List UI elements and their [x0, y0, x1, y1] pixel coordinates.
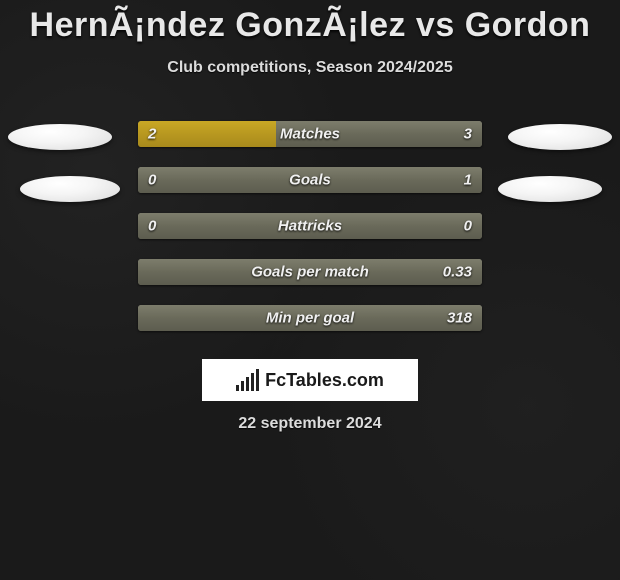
- stat-value-left: 0: [148, 172, 156, 189]
- fctables-logo[interactable]: FcTables.com: [202, 359, 418, 401]
- stat-row: Min per goal 318: [0, 295, 620, 341]
- stat-label: Matches: [280, 126, 340, 143]
- stat-label: Goals per match: [251, 264, 369, 281]
- logo-text: FcTables.com: [265, 370, 384, 391]
- decorative-ellipse: [8, 124, 112, 150]
- stat-label: Min per goal: [266, 310, 354, 327]
- stat-value-right: 0: [464, 218, 472, 235]
- decorative-ellipse: [20, 176, 120, 202]
- stat-value-right: 318: [447, 310, 472, 327]
- date-label: 22 september 2024: [0, 415, 620, 433]
- stat-bar: Matches 2 3: [138, 121, 482, 147]
- stat-value-left: 0: [148, 218, 156, 235]
- logo-bars-icon: [236, 369, 259, 391]
- subtitle: Club competitions, Season 2024/2025: [0, 59, 620, 77]
- decorative-ellipse: [498, 176, 602, 202]
- decorative-ellipse: [508, 124, 612, 150]
- stat-bar: Goals per match 0.33: [138, 259, 482, 285]
- stat-row: Hattricks 0 0: [0, 203, 620, 249]
- stat-label: Goals: [289, 172, 331, 189]
- stat-value-right: 3: [464, 126, 472, 143]
- stat-bar: Min per goal 318: [138, 305, 482, 331]
- stat-bar: Goals 0 1: [138, 167, 482, 193]
- stat-row: Goals per match 0.33: [0, 249, 620, 295]
- stat-label: Hattricks: [278, 218, 342, 235]
- stat-bar: Hattricks 0 0: [138, 213, 482, 239]
- stat-value-right: 1: [464, 172, 472, 189]
- bar-left-fill: [138, 121, 276, 147]
- page-title: HernÃ¡ndez GonzÃ¡lez vs Gordon: [0, 0, 620, 45]
- stat-value-right: 0.33: [443, 264, 472, 281]
- stat-value-left: 2: [148, 126, 156, 143]
